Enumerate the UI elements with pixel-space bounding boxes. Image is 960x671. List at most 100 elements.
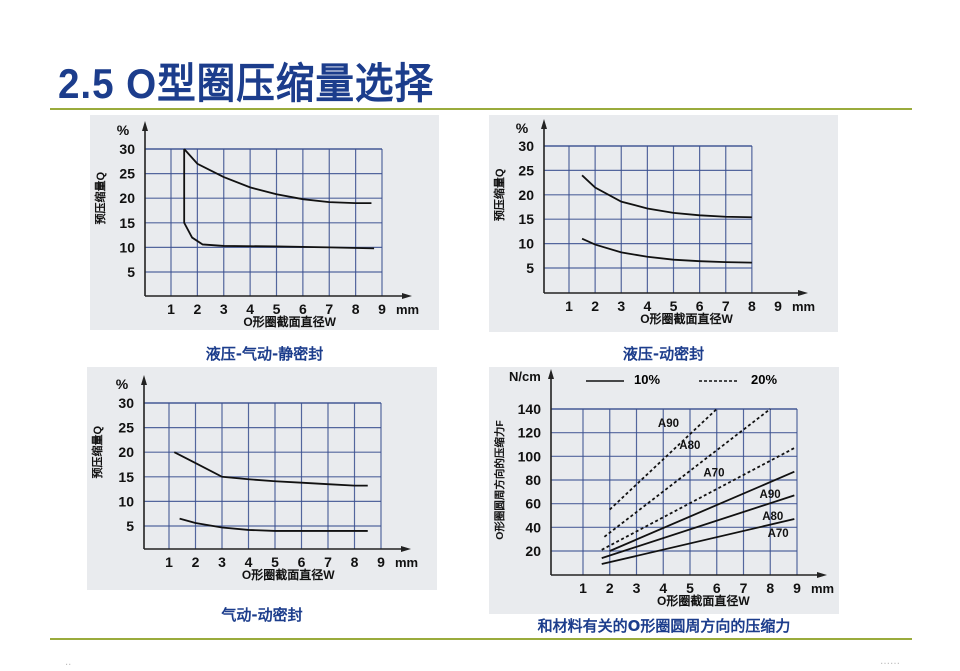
svg-text:O形圈截面直径W: O形圈截面直径W: [243, 314, 336, 329]
svg-text:2: 2: [192, 554, 200, 570]
svg-text:%: %: [117, 122, 130, 138]
svg-text:6: 6: [696, 298, 704, 314]
caption-hydraulic-dynamic: 液压-动密封: [622, 345, 705, 363]
series-line: [179, 517, 368, 532]
svg-text:25: 25: [119, 166, 135, 182]
svg-text:3: 3: [617, 298, 625, 314]
svg-text:30: 30: [119, 141, 135, 157]
series-annotation: A70: [703, 467, 724, 479]
svg-text:8: 8: [352, 301, 360, 317]
svg-text:1: 1: [165, 554, 173, 570]
series-line: [581, 237, 752, 264]
svg-text:3: 3: [220, 301, 228, 317]
svg-text:N/cm: N/cm: [509, 369, 541, 384]
svg-text:15: 15: [119, 215, 135, 231]
tick-labels: 1 2 3 4 5 6 7 8 9 5 10 15 20 25 30 mm O形圈截面直径W% 预压缩量Q: [492, 120, 815, 326]
svg-text:25: 25: [118, 420, 134, 436]
slide-title: 2.5 O型圈压缩量选择: [58, 60, 435, 107]
svg-text:5: 5: [526, 260, 534, 276]
svg-text:O形圈圆周方向的压缩力F: O形圈圆周方向的压缩力F: [493, 420, 506, 540]
svg-text:60: 60: [525, 496, 541, 512]
series: [183, 148, 375, 250]
footer-watermark: ……: [880, 656, 900, 667]
svg-text:9: 9: [774, 298, 782, 314]
footer-left-mark: ··: [65, 660, 72, 671]
series-line: [609, 470, 795, 552]
series-line: [601, 447, 795, 551]
series-annotation: A90: [760, 489, 781, 501]
svg-text:10: 10: [118, 493, 134, 509]
axes: [541, 119, 808, 296]
svg-text:2: 2: [591, 298, 599, 314]
svg-text:7: 7: [740, 580, 748, 596]
svg-text:9: 9: [378, 301, 386, 317]
svg-text:5: 5: [670, 298, 678, 314]
chart-panel-hydraulic-dynamic: 1 2 3 4 5 6 7 8 9 5 10 15 20 25 30 mm O形圈截面直径W% 预压缩量Q: [489, 115, 838, 332]
svg-text:10%: 10%: [634, 372, 660, 387]
series-line: [609, 408, 718, 511]
svg-text:10: 10: [518, 236, 534, 252]
series-annotation: A80: [762, 511, 783, 523]
svg-text:O形圈截面直径W: O形圈截面直径W: [657, 593, 750, 608]
caption-compression-force: 和材料有关的O形圈圆周方向的压缩力: [537, 617, 791, 635]
svg-text:1: 1: [565, 298, 573, 314]
axes: [141, 375, 411, 552]
tick-labels: 1 2 3 4 5 6 7 8 9 20 40 60 80 100 120 140 mm O形圈截面直径W N/cm…: [493, 369, 834, 608]
series-line: [601, 518, 795, 565]
svg-text:9: 9: [377, 554, 385, 570]
svg-text:5: 5: [127, 264, 135, 280]
chart-compression-force: 1 2 3 4 5 6 7 8 9 20 40 60 80 100 120 140 mm O形圈截面直径W N/cm…: [493, 369, 834, 608]
tick-labels: 1 2 3 4 5 6 7 8 9 5 10 15 20 25 30 mm O形圈截面直径W% 预压缩量Q: [90, 376, 418, 582]
series-annotation: A80: [679, 440, 700, 452]
grid: [145, 148, 383, 296]
svg-text:20: 20: [118, 444, 134, 460]
svg-text:6: 6: [713, 580, 721, 596]
svg-text:15: 15: [518, 211, 534, 227]
svg-text:20: 20: [525, 543, 541, 559]
svg-text:mm: mm: [811, 581, 834, 596]
svg-text:20: 20: [119, 190, 135, 206]
svg-text:5: 5: [273, 301, 281, 317]
svg-text:5: 5: [126, 518, 134, 534]
svg-text:2: 2: [606, 580, 614, 596]
svg-text:4: 4: [643, 298, 651, 314]
chart-panel-compression-force: 1 2 3 4 5 6 7 8 9 20 40 60 80 100 120 140 mm O形圈截面直径W N/cm…: [489, 367, 839, 614]
svg-text:4: 4: [659, 580, 667, 596]
svg-text:mm: mm: [396, 302, 419, 317]
svg-text:1: 1: [579, 580, 587, 596]
svg-text:7: 7: [325, 301, 333, 317]
svg-text:预压缩量Q: 预压缩量Q: [93, 171, 107, 224]
svg-text:20: 20: [518, 187, 534, 203]
svg-text:6: 6: [298, 554, 306, 570]
svg-text:3: 3: [218, 554, 226, 570]
svg-text:25: 25: [518, 162, 534, 178]
svg-text:8: 8: [351, 554, 359, 570]
svg-text:140: 140: [518, 401, 542, 417]
axes: [142, 121, 412, 299]
svg-text:%: %: [516, 120, 529, 136]
chart-panel-static-seal: 1 2 3 4 5 6 7 8 9 5 10 15 20 25 30 mm O形圈截面直径W% 预压缩量Q: [90, 115, 439, 330]
svg-text:mm: mm: [792, 299, 815, 314]
grid: [551, 408, 798, 575]
svg-text:100: 100: [518, 448, 542, 464]
footer-divider: [50, 638, 912, 640]
chart-hydraulic-dynamic: 1 2 3 4 5 6 7 8 9 5 10 15 20 25 30 mm O形圈截面直径W% 预压缩量Q: [492, 119, 815, 326]
legend: 10% 20%: [586, 372, 777, 387]
tick-labels: 1 2 3 4 5 6 7 8 9 5 10 15 20 25 30 mm O形圈截面直径W% 预压缩量Q: [93, 122, 419, 329]
caption-static-seal: 液压-气动-静密封: [205, 345, 324, 363]
svg-text:120: 120: [518, 425, 542, 441]
svg-text:5: 5: [271, 554, 279, 570]
svg-text:3: 3: [633, 580, 641, 596]
caption-pneumatic-dynamic: 气动-动密封: [221, 606, 303, 624]
series-annotation: A90: [658, 418, 679, 430]
svg-text:O形圈截面直径W: O形圈截面直径W: [242, 567, 335, 582]
svg-text:5: 5: [686, 580, 694, 596]
chart-panel-pneumatic-dynamic: 1 2 3 4 5 6 7 8 9 5 10 15 20 25 30 mm O形圈截面直径W% 预压缩量Q: [87, 367, 437, 590]
series-line: [603, 408, 771, 538]
svg-text:9: 9: [793, 580, 801, 596]
svg-text:6: 6: [299, 301, 307, 317]
series-line: [581, 174, 752, 219]
svg-text:15: 15: [118, 469, 134, 485]
svg-text:10: 10: [119, 239, 135, 255]
svg-text:40: 40: [525, 519, 541, 535]
